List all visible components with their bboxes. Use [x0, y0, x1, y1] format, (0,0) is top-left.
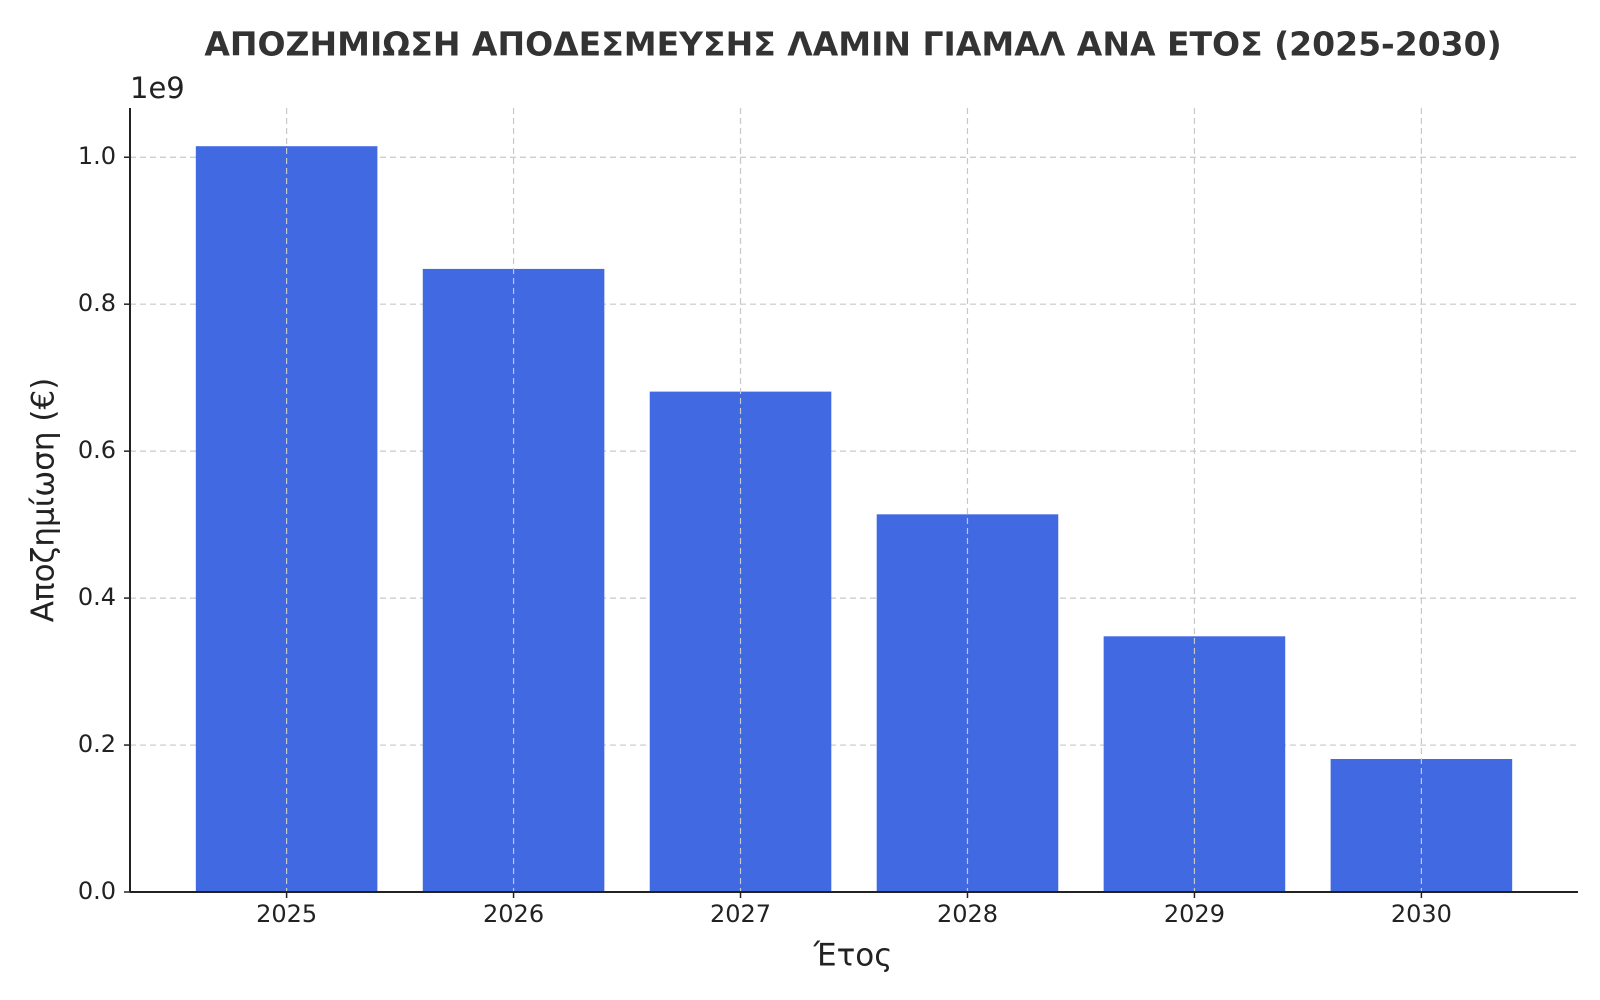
- y-offset-label: 1e9: [130, 71, 185, 105]
- x-tick-label: 2028: [937, 900, 998, 928]
- x-axis-label: Έτος: [813, 938, 893, 974]
- y-tick-label: 0.0: [78, 877, 116, 905]
- chart-title: ΑΠΟΖΗΜΙΩΣΗ ΑΠΟΔΕΣΜΕΥΣΗΣ ΛΑΜΙΝ ΓΙΑΜΑΛ ΑΝΑ…: [204, 25, 1501, 64]
- y-tick-label: 0.2: [78, 730, 116, 758]
- plot-area: 0.0 0.2 0.4 0.6 0.8 1.0 2025 2026 2027 2028 2029 20…: [78, 108, 1578, 928]
- x-tick-label: 2026: [483, 900, 544, 928]
- y-tick-label: 1.0: [78, 142, 116, 170]
- x-tick-label: 2027: [710, 900, 771, 928]
- x-tick-label: 2025: [256, 900, 317, 928]
- y-tick-label: 0.6: [78, 436, 116, 464]
- x-tick-label: 2029: [1164, 900, 1225, 928]
- x-tick-label: 2030: [1391, 900, 1452, 928]
- y-axis-label: Αποζημίωση (€): [26, 378, 62, 623]
- y-tick-label: 0.8: [78, 289, 116, 317]
- y-tick-label: 0.4: [78, 583, 116, 611]
